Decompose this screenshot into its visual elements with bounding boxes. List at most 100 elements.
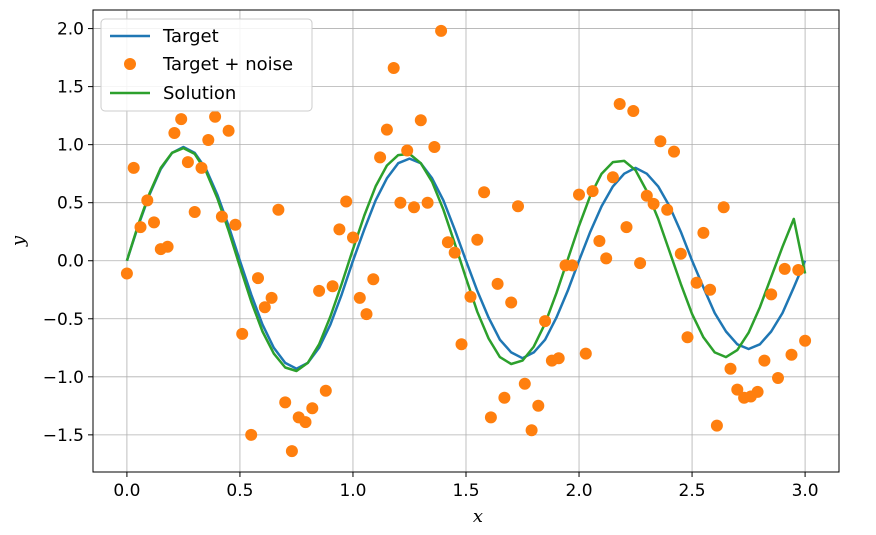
x-tick-label: 0.5 [226, 481, 253, 501]
series-line-target [125, 145, 807, 370]
y-tick-label: 0.5 [57, 194, 84, 214]
x-tick-label: 2.5 [679, 481, 706, 501]
scatter-point [229, 218, 242, 231]
y-tick-label: −1.0 [43, 368, 84, 388]
y-tick-label: −1.5 [43, 426, 84, 446]
series-layer [120, 24, 812, 458]
scatter-point [313, 284, 326, 297]
scatter-point [668, 145, 680, 158]
legend-marker-noise [124, 58, 136, 70]
scatter-point [566, 259, 579, 272]
scatter-point [620, 221, 633, 234]
y-tick-label: 1.0 [57, 136, 84, 156]
scatter-point [181, 156, 194, 169]
scatter-point [512, 200, 524, 213]
scatter-point [279, 396, 292, 409]
scatter-point [175, 113, 188, 126]
scatter-point [265, 291, 278, 304]
legend-label-solution: Solution [163, 83, 236, 104]
scatter-point [209, 110, 222, 123]
scatter-point [127, 161, 140, 174]
scatter-point [724, 362, 737, 375]
y-axis-label: y [8, 235, 29, 247]
legend-label-target: Target [162, 26, 219, 47]
scatter-point [285, 445, 298, 458]
scatter-point [484, 411, 497, 424]
scatter-point [421, 196, 434, 209]
scatter-point [704, 283, 717, 296]
legend: Target Target + noise Solution [100, 18, 313, 112]
scatter-point [428, 141, 441, 153]
scatter-point [640, 189, 653, 202]
scatter-point [661, 203, 674, 216]
scatter-point [236, 327, 249, 340]
scatter-point [414, 114, 427, 127]
scatter-point [792, 264, 805, 276]
scatter-point [448, 246, 461, 259]
scatter-point [408, 201, 420, 214]
x-tick-label: 2.0 [566, 481, 593, 501]
scatter-point [299, 416, 312, 429]
x-tick-label: 1.0 [339, 481, 366, 501]
scatter-point [168, 127, 181, 139]
scatter-point [647, 197, 660, 210]
scatter-point [518, 377, 531, 390]
scatter-point [374, 151, 387, 164]
scatter-point [491, 277, 504, 290]
scatter-point [326, 280, 339, 293]
scatter-point [222, 124, 235, 137]
scatter-point [697, 226, 710, 239]
scatter-point [441, 236, 454, 249]
legend-box [100, 18, 313, 112]
scatter-point [471, 233, 484, 246]
legend-label-noise: Target + noise [162, 54, 293, 75]
scatter-point [593, 235, 606, 247]
x-tick-label: 1.5 [452, 481, 479, 501]
scatter-point [141, 194, 154, 207]
scatter-point [627, 105, 640, 117]
scatter-point [202, 134, 215, 146]
scatter-point [532, 399, 545, 412]
scatter-point [710, 419, 723, 432]
scatter-point [690, 276, 703, 289]
scatter-point [258, 301, 271, 314]
scatter-point [751, 385, 764, 398]
scatter-point [319, 384, 332, 397]
scatter-point [654, 135, 667, 148]
scatter-point [634, 257, 647, 270]
scatter-point [498, 391, 511, 404]
scatter-point [785, 348, 798, 361]
scatter-point [272, 203, 285, 216]
scatter-point [600, 252, 613, 265]
scatter-point [525, 424, 538, 437]
scatter-point [674, 247, 687, 260]
scatter-point [455, 338, 468, 351]
scatter-point [772, 372, 784, 384]
scatter-point [367, 273, 380, 286]
scatter-point [731, 383, 744, 396]
scatter-point [478, 186, 491, 199]
scatter-point [717, 201, 730, 214]
scatter-point [161, 240, 174, 253]
scatter-point [606, 171, 619, 184]
x-axis-label: x [473, 506, 483, 527]
x-tick-label: 3.0 [792, 481, 819, 501]
y-tick-label: 1.5 [57, 78, 84, 98]
scatter-point [573, 188, 585, 201]
scatter-point [765, 288, 778, 301]
scatter-point [505, 296, 518, 309]
scatter-point [401, 144, 414, 157]
scatter-point [120, 267, 133, 280]
scatter-point [613, 98, 626, 110]
scatter-point [758, 354, 771, 367]
scatter-point [360, 308, 373, 321]
scatter-point [195, 161, 208, 174]
scatter-point [353, 291, 366, 304]
scatter-point [148, 216, 160, 229]
scatter-point [435, 24, 448, 37]
scatter-point [306, 402, 319, 415]
scatter-point [387, 62, 400, 74]
scatter-point [394, 196, 407, 209]
scatter-point [188, 206, 201, 218]
scatter-point [252, 272, 264, 285]
